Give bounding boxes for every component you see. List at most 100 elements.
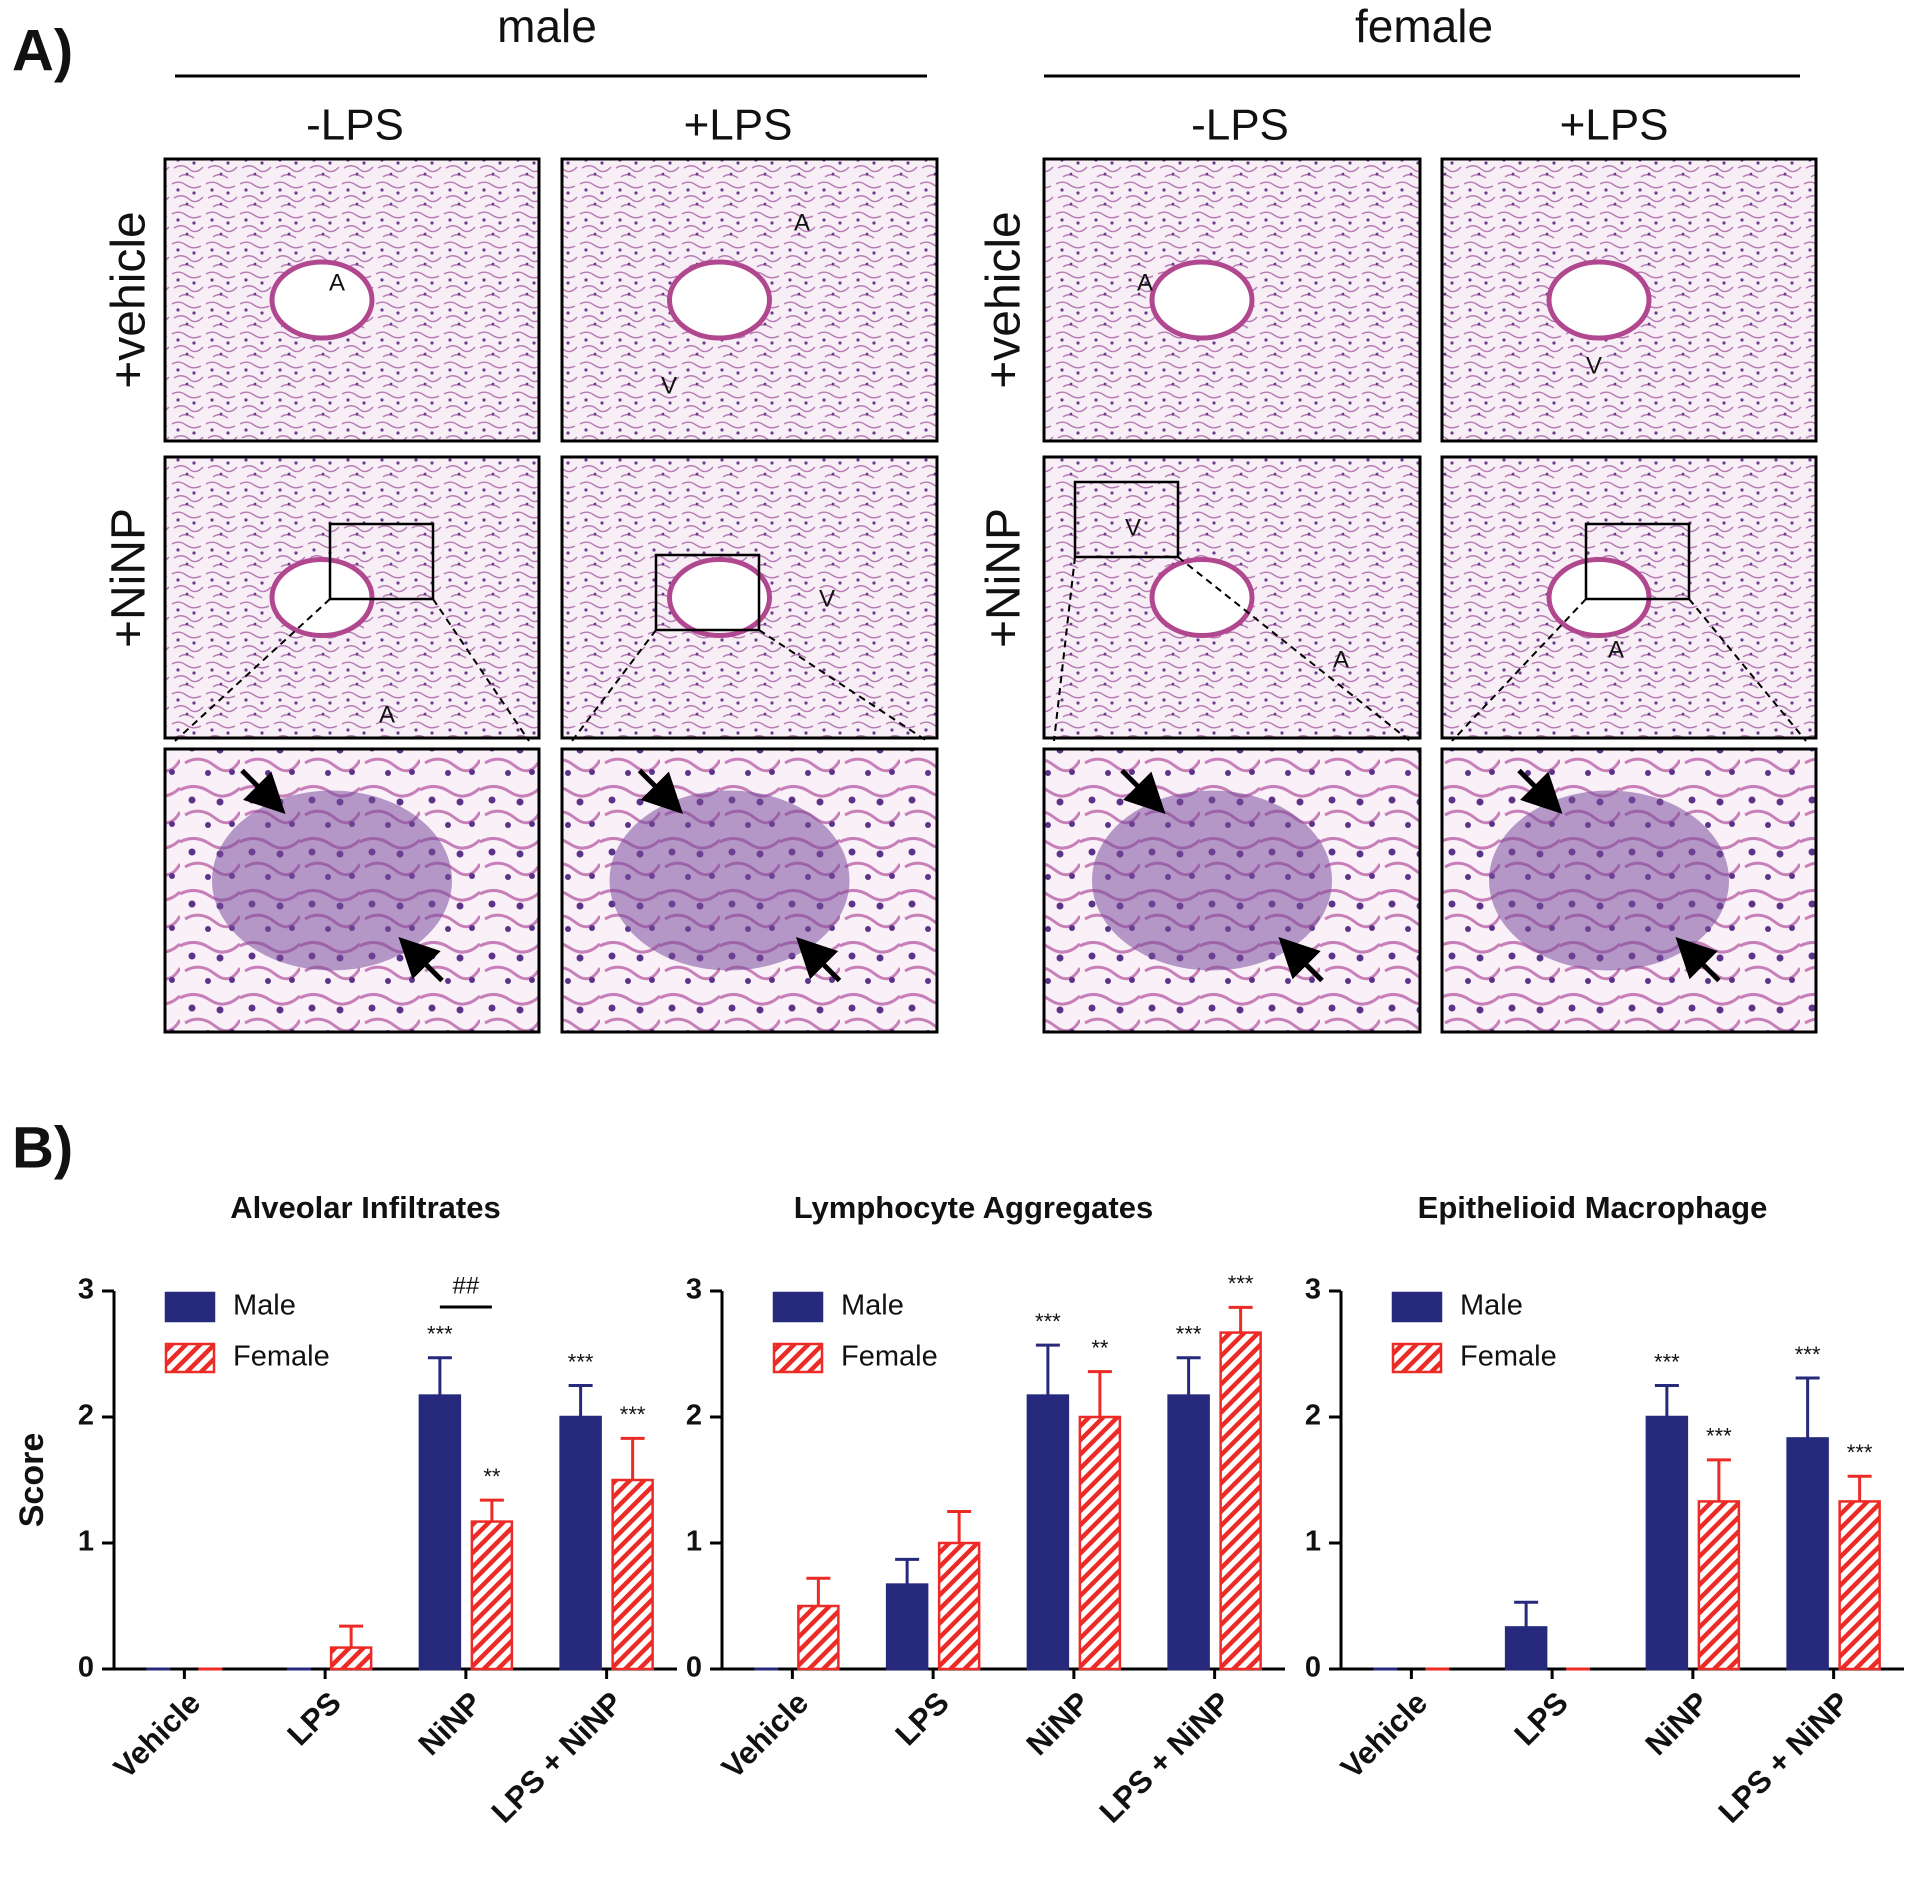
significance: ** bbox=[1091, 1335, 1109, 1360]
micrograph-label: A bbox=[379, 701, 395, 728]
arrow bbox=[1675, 936, 1721, 983]
column-label: -LPS bbox=[306, 101, 404, 150]
infiltrate bbox=[609, 790, 850, 971]
significance: ** bbox=[483, 1464, 501, 1489]
x-tick-label: LPS + NiNP bbox=[485, 1685, 630, 1830]
row-label: +vehicle bbox=[103, 211, 156, 388]
micrograph-label: V bbox=[819, 585, 835, 612]
y-tick-label: 2 bbox=[1305, 1400, 1321, 1432]
group-title: male bbox=[497, 0, 597, 52]
column-label: -LPS bbox=[1191, 101, 1289, 150]
y-axis-label: Score bbox=[13, 1433, 51, 1528]
bar bbox=[559, 1415, 602, 1671]
airway bbox=[667, 259, 772, 341]
legend-label: Female bbox=[1460, 1341, 1557, 1373]
y-tick-label: 2 bbox=[78, 1400, 94, 1432]
x-tick-label: LPS + NiNP bbox=[1712, 1685, 1857, 1830]
legend-swatch bbox=[772, 1342, 824, 1374]
bar bbox=[470, 1520, 514, 1671]
x-tick-label: Vehicle bbox=[715, 1685, 815, 1785]
bar bbox=[937, 1541, 981, 1671]
significance: *** bbox=[1847, 1440, 1873, 1465]
bar bbox=[1838, 1500, 1881, 1671]
x-tick-label: Vehicle bbox=[107, 1685, 207, 1785]
x-tick-label: NiNP bbox=[1019, 1685, 1096, 1762]
bar bbox=[1078, 1415, 1122, 1671]
x-tick-label: NiNP bbox=[1638, 1685, 1715, 1762]
row-label: +NiNP bbox=[978, 508, 1031, 648]
significance: *** bbox=[427, 1322, 453, 1347]
airway bbox=[1149, 259, 1255, 341]
y-tick-label: 1 bbox=[1305, 1526, 1321, 1558]
airway bbox=[269, 259, 375, 341]
bar bbox=[1786, 1437, 1829, 1671]
x-tick-label: Vehicle bbox=[1334, 1685, 1434, 1785]
bar bbox=[1504, 1626, 1548, 1671]
legend-label: Male bbox=[841, 1290, 904, 1322]
arrow bbox=[795, 936, 842, 983]
legend-label: Male bbox=[233, 1290, 296, 1322]
micrographs: A A V A V A V V A A bbox=[163, 157, 1818, 1034]
chart-title: Lymphocyte Aggregates bbox=[794, 1190, 1153, 1225]
zoom-guide bbox=[1688, 598, 1807, 742]
legend-swatch bbox=[164, 1342, 216, 1374]
arrow bbox=[240, 768, 286, 815]
significance: *** bbox=[1795, 1342, 1821, 1367]
bar bbox=[1167, 1394, 1210, 1671]
bar bbox=[329, 1646, 373, 1671]
micrograph-label: V bbox=[661, 372, 677, 399]
zoom-guide bbox=[758, 629, 928, 742]
y-tick-label: 0 bbox=[1305, 1652, 1321, 1684]
zoom-guide bbox=[1053, 556, 1076, 742]
y-tick-label: 3 bbox=[686, 1274, 702, 1306]
airway bbox=[1546, 557, 1652, 638]
bracket-label: ## bbox=[453, 1272, 480, 1299]
micrograph-label: A bbox=[794, 209, 810, 236]
bar-chart: Epithelioid Macrophage 0 1 2 3 Vehicle LPS NiNP… bbox=[1305, 1190, 1904, 1830]
arrow bbox=[398, 936, 444, 983]
significance: *** bbox=[1035, 1309, 1061, 1334]
column-label: +LPS bbox=[684, 101, 793, 150]
airway bbox=[667, 557, 772, 638]
group-title: female bbox=[1355, 0, 1493, 52]
inset-box bbox=[654, 553, 761, 632]
arrow bbox=[1517, 768, 1563, 815]
bar bbox=[1026, 1394, 1070, 1671]
x-tick-label: NiNP bbox=[411, 1685, 488, 1762]
legend-label: Female bbox=[841, 1341, 938, 1373]
bar bbox=[885, 1583, 929, 1671]
inset-box bbox=[328, 522, 435, 601]
zoom-guide bbox=[1451, 598, 1587, 742]
column-label: +LPS bbox=[1560, 101, 1669, 150]
bar-chart: Alveolar Infiltrates Score 0 1 2 3 Vehicle LPS N… bbox=[13, 1190, 677, 1830]
micrograph-label: A bbox=[329, 269, 345, 296]
chart-title: Alveolar Infiltrates bbox=[230, 1190, 500, 1225]
micrograph-label: A bbox=[1608, 636, 1624, 663]
y-tick-label: 1 bbox=[686, 1526, 702, 1558]
micrograph-label: V bbox=[1125, 514, 1141, 541]
x-tick-label: LPS bbox=[888, 1685, 955, 1752]
micrograph-label: V bbox=[1586, 352, 1602, 379]
y-tick-label: 0 bbox=[686, 1652, 702, 1684]
y-tick-label: 1 bbox=[78, 1526, 94, 1558]
legend-swatch bbox=[1391, 1342, 1443, 1374]
significance: *** bbox=[620, 1402, 646, 1427]
bar bbox=[418, 1394, 462, 1671]
significance: *** bbox=[1228, 1271, 1254, 1296]
airway bbox=[1149, 557, 1255, 638]
y-tick-label: 2 bbox=[686, 1400, 702, 1432]
charts: Alveolar Infiltrates Score 0 1 2 3 Vehicle LPS N… bbox=[13, 1190, 1904, 1830]
micrograph-label: A bbox=[1333, 646, 1349, 673]
zoom-guide bbox=[1177, 556, 1411, 742]
x-tick-label: LPS bbox=[1507, 1685, 1574, 1752]
micrograph-label: A bbox=[1137, 269, 1153, 296]
legend-swatch bbox=[772, 1291, 824, 1323]
airway bbox=[1546, 259, 1652, 341]
bar bbox=[1219, 1331, 1262, 1671]
row-label: +NiNP bbox=[103, 508, 156, 648]
inset-box bbox=[1584, 522, 1691, 601]
bar bbox=[1697, 1500, 1741, 1671]
panel-label: B) bbox=[12, 1115, 73, 1180]
bar-chart: Lymphocyte Aggregates 0 1 2 3 Vehicle LPS NiNP *… bbox=[686, 1190, 1285, 1830]
